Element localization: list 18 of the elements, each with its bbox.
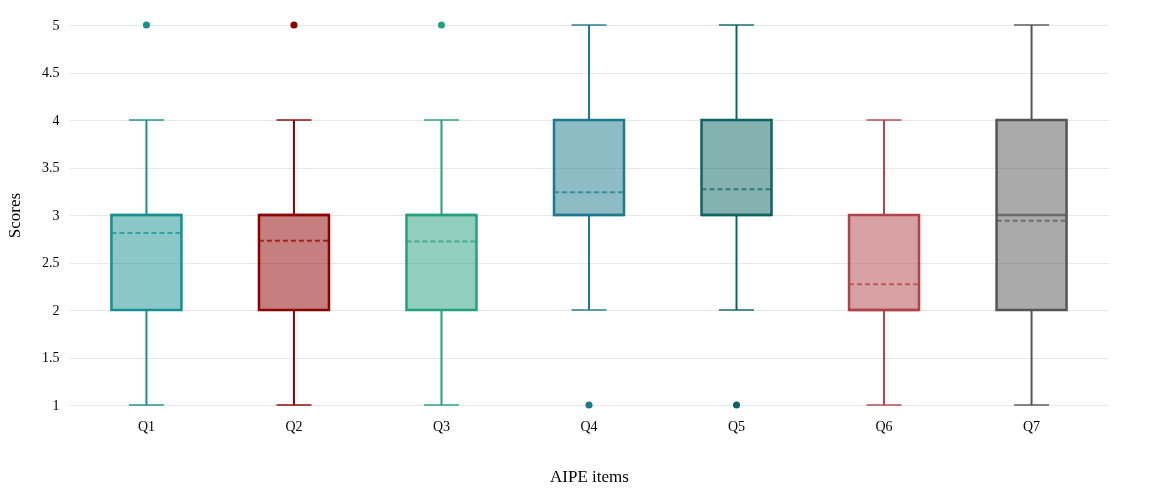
y-tick-label: 2 — [52, 302, 60, 318]
y-tick-label: 1.5 — [42, 350, 60, 365]
x-tick-label: Q2 — [285, 418, 303, 434]
y-tick-label: 3 — [52, 207, 60, 223]
x-tick-label: Q7 — [1022, 418, 1041, 434]
x-tick-label: Q1 — [137, 418, 156, 434]
y-tick-label: 5 — [52, 17, 60, 33]
x-tick-label: Q3 — [432, 418, 451, 434]
x-tick-label: Q4 — [580, 418, 598, 434]
y-axis-title: Scores — [5, 192, 24, 239]
y-tick-label: 1 — [52, 397, 60, 413]
y-tick-label: 3.5 — [42, 160, 60, 175]
x-axis-title: AIPE items — [550, 466, 629, 486]
y-tick-label: 2.5 — [42, 255, 60, 270]
y-tick-label: 4.5 — [42, 65, 60, 80]
x-tick-label: Q5 — [727, 418, 746, 434]
x-tick-label: Q6 — [875, 418, 893, 434]
y-tick-label: 4 — [52, 112, 60, 128]
